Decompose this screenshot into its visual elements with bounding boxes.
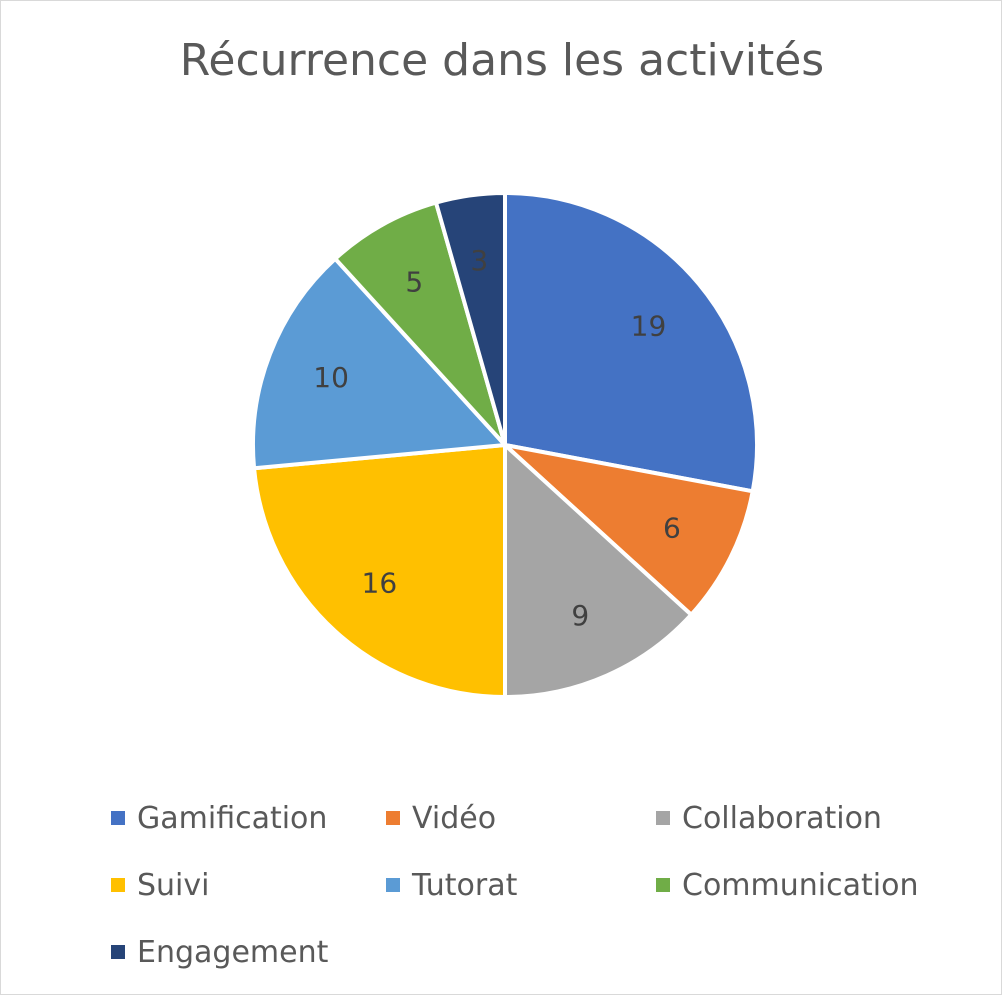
pie-slice-suivi	[252, 443, 507, 699]
pie-slice-communication	[333, 200, 507, 447]
data-label-tutorat: 10	[313, 361, 349, 394]
legend-swatch	[386, 811, 400, 825]
legend-label: Vidéo	[412, 800, 497, 836]
legend-label: Engagement	[137, 934, 329, 970]
legend-swatch	[656, 811, 670, 825]
data-label-communication: 5	[405, 266, 423, 299]
data-label-engagement: 3	[470, 244, 488, 277]
data-label-video: 6	[663, 512, 681, 545]
pie-slice-collaboration	[503, 443, 694, 699]
legend-swatch	[111, 878, 125, 892]
legend-label: Communication	[682, 867, 919, 903]
legend-swatch	[656, 878, 670, 892]
pie-slice-tutorat	[251, 256, 507, 471]
legend-label: Collaboration	[682, 800, 882, 836]
legend-label: Tutorat	[412, 867, 518, 903]
legend-item-gamification: Gamification	[111, 798, 327, 838]
data-label-collaboration: 9	[571, 599, 589, 632]
legend-item-suivi: Suivi	[111, 865, 209, 905]
legend-label: Suivi	[137, 867, 210, 903]
legend-swatch	[111, 811, 125, 825]
legend-item-communication: Communication	[656, 865, 918, 905]
pie-slice-engagement	[434, 191, 507, 447]
data-label-gamification: 19	[631, 309, 667, 342]
legend-swatch	[111, 945, 125, 959]
legend-item-tutorat: Tutorat	[386, 865, 517, 905]
pie-slice-video	[503, 443, 755, 617]
legend-item-collaboration: Collaboration	[656, 798, 882, 838]
pie-slice-gamification	[503, 191, 759, 494]
legend-item-engagement: Engagement	[111, 932, 328, 972]
legend-item-video: Vidéo	[386, 798, 496, 838]
legend-label: Gamification	[137, 800, 328, 836]
chart-title: Récurrence dans les activités	[179, 35, 825, 86]
legend-swatch	[386, 878, 400, 892]
data-label-suivi: 16	[362, 566, 398, 599]
